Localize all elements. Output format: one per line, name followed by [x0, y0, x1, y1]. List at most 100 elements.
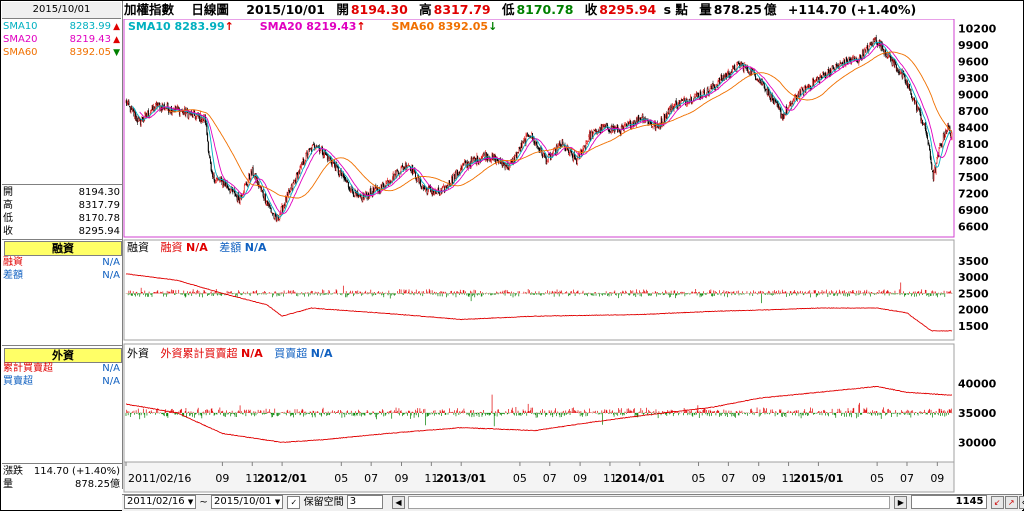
candle-body [571, 153, 573, 156]
candle-body [588, 136, 590, 142]
legend-sma60-arrow-icon: ↓ [488, 20, 498, 33]
high-caption: 高 [419, 2, 432, 17]
candle-body [209, 155, 211, 159]
candle-body [623, 124, 625, 131]
y-tick-label: 9300 [958, 72, 989, 85]
candle-body [545, 157, 547, 165]
candle-body [886, 53, 888, 58]
candle-body [274, 214, 276, 219]
candle-body [542, 153, 544, 158]
candle-body [871, 41, 873, 45]
sma60-row: SMA60 8392.05 ▼ [3, 47, 120, 59]
candle-body [417, 175, 419, 182]
candle-body [337, 165, 339, 174]
high-value: 8317.79 [78, 200, 120, 211]
expand-icon[interactable]: ⇔ [1018, 495, 1024, 509]
reserve-input[interactable]: 3 [346, 495, 383, 509]
scroll-left-button[interactable]: ◀ [391, 495, 405, 509]
candle-body [700, 91, 702, 98]
candle-body [306, 152, 308, 157]
main-legend: SMA10 8283.99↑ SMA20 8219.43↑ SMA60 8392… [128, 20, 497, 33]
candle-body [887, 54, 889, 58]
sma10-up-arrow-icon: ▲ [113, 22, 120, 32]
scroll-right-button[interactable]: ▶ [894, 495, 908, 509]
bar-count: 1145 [910, 495, 987, 509]
cumulative-line [125, 273, 953, 332]
candle-body [526, 133, 528, 135]
candle-body [568, 150, 570, 153]
divider [2, 239, 122, 240]
y-tick-label: 3000 [958, 271, 989, 284]
candle-body [756, 78, 758, 81]
candle-body [370, 187, 372, 195]
y-tick-label: 2000 [958, 304, 989, 317]
candle-body [518, 147, 520, 152]
info-sidebar: 2015/10/01 SMA10 8283.99 ▲ SMA20 8219.43… [1, 1, 123, 490]
candle-body [828, 69, 830, 73]
candle-body [559, 142, 561, 145]
candle-body [933, 171, 935, 180]
x-tick-label: 2013/01 [436, 472, 486, 485]
legend-sma10-arrow-icon: ↑ [224, 20, 234, 33]
end-date-input[interactable]: 2015/10/01 ▼ [210, 495, 284, 509]
candle-body [525, 134, 527, 145]
candle-body [898, 71, 900, 74]
candle-body [754, 73, 756, 76]
margin-chart: 1500 2000 2500 3000 3500 [125, 255, 989, 333]
candle-body [129, 106, 131, 108]
candle-body [674, 101, 676, 105]
chart-area[interactable]: 6600 6900 7200 7500 7800 8100 8400 8700 9000 9300… [122, 19, 1024, 494]
candle-body [595, 128, 597, 134]
candle-body [209, 159, 211, 164]
candle-body [743, 65, 745, 71]
candle-body [906, 80, 908, 86]
y-tick-label: 7500 [958, 171, 989, 184]
open-label: 開 [3, 187, 13, 198]
scrollbar-track[interactable] [408, 495, 891, 509]
candle-body [916, 102, 918, 111]
candle-body [258, 181, 260, 188]
candle-body [634, 120, 636, 124]
candle-body [352, 192, 354, 197]
candle-body [132, 109, 134, 112]
candle-body [270, 207, 272, 213]
low-value: 8170.78 [78, 213, 120, 224]
reserve-label: 保留空間 [303, 497, 344, 508]
candle-body [282, 206, 284, 211]
candle-body [859, 55, 861, 58]
candle-body [275, 215, 277, 221]
chevron-down-icon: ▼ [187, 498, 194, 506]
candle-body [703, 90, 705, 96]
candle-body [354, 189, 356, 198]
candle-body [448, 180, 450, 186]
candle-body [286, 193, 288, 202]
main-chart: 6600 6900 7200 7500 7800 8100 8400 8700 9000 9300… [125, 23, 997, 234]
zoom-out-icon[interactable]: ↙ [990, 495, 1004, 509]
toggle-checkbox[interactable]: ✓ [287, 495, 301, 509]
candle-body [592, 132, 594, 139]
sma10-value: 8283.99 [69, 21, 111, 32]
foreign-legend-b: 買賣超 N/A [274, 347, 333, 360]
range-separator: ~ [199, 497, 208, 508]
y-tick-label: 6600 [958, 221, 989, 234]
period-label: 日線圖 [191, 2, 229, 17]
zoom-in-icon[interactable]: ↗ [1004, 495, 1018, 509]
candle-body [461, 164, 463, 169]
candle-body [140, 120, 142, 125]
candle-body [923, 124, 925, 125]
candle-body [244, 184, 246, 186]
candle-body [303, 163, 305, 165]
candle-body [764, 87, 766, 91]
candle-body [348, 186, 350, 189]
candle-body [862, 49, 864, 56]
candle-body [350, 190, 352, 192]
candle-body [243, 192, 245, 194]
sidebar-date: 2015/10/01 [2, 2, 121, 19]
legend-sma20-arrow-icon: ↑ [356, 20, 366, 33]
x-tick-label: 05 [334, 472, 348, 485]
low-label: 低 [3, 213, 13, 224]
start-date-input[interactable]: 2011/02/16 ▼ [124, 495, 197, 509]
candle-body [195, 115, 197, 120]
candle-body [925, 128, 927, 133]
